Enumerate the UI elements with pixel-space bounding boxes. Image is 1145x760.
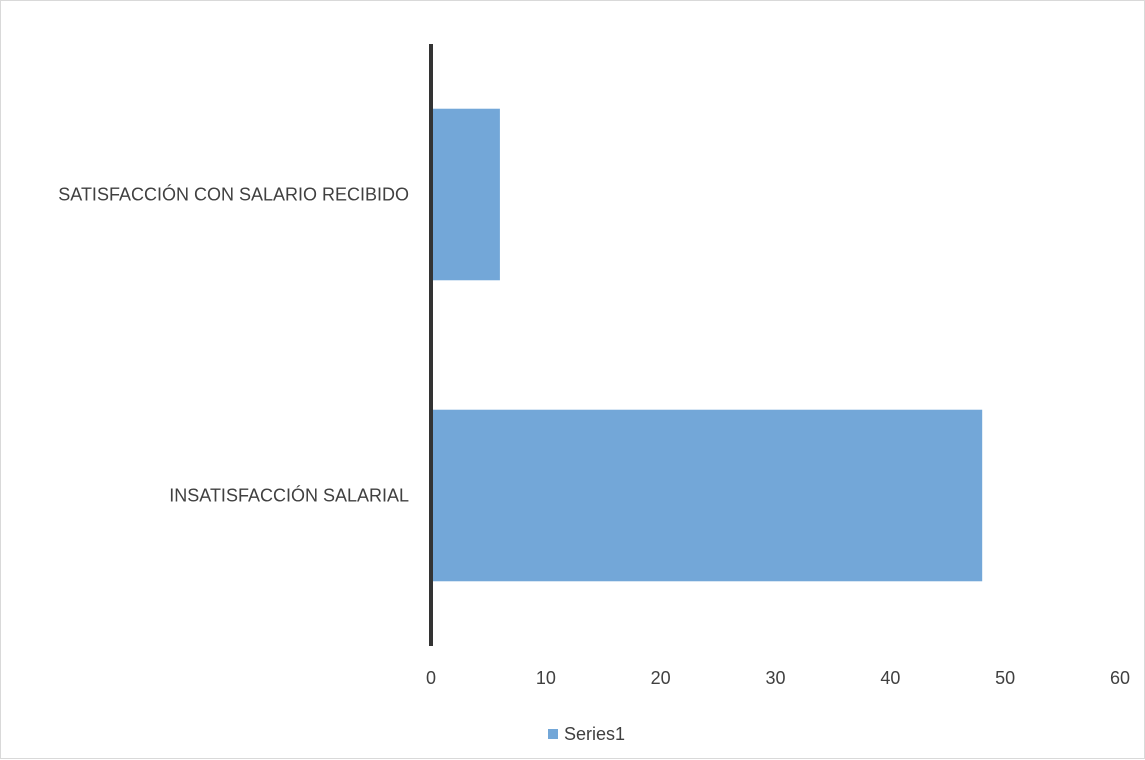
- legend-label: Series1: [564, 724, 625, 744]
- category-labels: SATISFACCIÓN CON SALARIO RECIBIDO INSATIS…: [58, 184, 409, 506]
- x-tick-label: 50: [995, 668, 1015, 688]
- x-tick-label: 60: [1110, 668, 1130, 688]
- bar: [431, 108, 500, 281]
- category-label: SATISFACCIÓN CON SALARIO RECIBIDO: [58, 184, 409, 205]
- x-tick-label: 0: [426, 668, 436, 688]
- x-tick-label: 10: [536, 668, 556, 688]
- bars-group: [431, 108, 983, 582]
- x-tick-labels: 0 10 20 30 40 50 60: [426, 668, 1130, 688]
- legend-swatch: [548, 729, 558, 739]
- category-label: INSATISFACCIÓN SALARIAL: [169, 485, 409, 506]
- x-tick-label: 40: [880, 668, 900, 688]
- bar: [431, 409, 983, 582]
- legend: Series1: [548, 724, 625, 744]
- x-tick-label: 30: [765, 668, 785, 688]
- x-tick-label: 20: [651, 668, 671, 688]
